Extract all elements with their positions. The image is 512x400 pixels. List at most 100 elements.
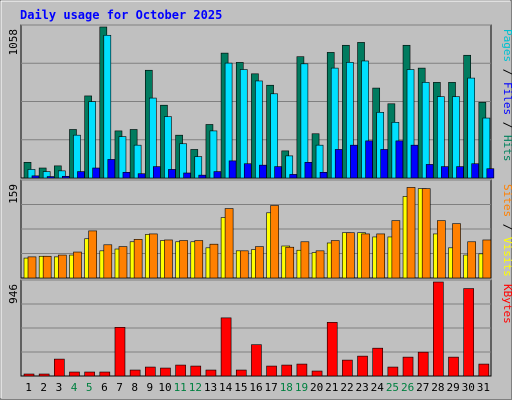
bar-pages-day-4 (77, 171, 85, 179)
bar-sites-day-18 (285, 246, 295, 279)
bar-pages-day-2 (46, 176, 55, 179)
bar-kbytes-day-2 (38, 373, 50, 377)
x-tick-label-day-10: 10 (158, 381, 171, 394)
bar-files-day-12 (194, 156, 203, 179)
bar-sites-day-25 (391, 220, 401, 279)
bar-sites-day-15 (239, 250, 249, 279)
bar-files-day-14 (224, 62, 233, 179)
bar-pages-day-15 (243, 163, 252, 179)
bar-files-day-31 (482, 117, 491, 179)
bar-kbytes-day-24 (372, 347, 384, 377)
bar-sites-day-13 (209, 243, 219, 279)
bar-pages-day-22 (350, 144, 358, 179)
bar-files-day-5 (88, 101, 96, 179)
bar-kbytes-day-14 (220, 317, 232, 377)
panel-kbytes: 946 KBytes (7, 279, 512, 377)
x-tick-label-day-11: 11 (174, 381, 187, 394)
bar-kbytes-day-25 (387, 366, 399, 377)
bar-sites-day-5 (88, 230, 97, 279)
bar-kbytes-day-19 (296, 363, 308, 377)
x-tick-label-day-9: 9 (147, 381, 154, 394)
bar-sites-day-24 (376, 233, 386, 279)
bar-files-day-18 (285, 155, 294, 179)
bar-sites-day-10 (164, 239, 173, 279)
bar-kbytes-day-18 (281, 364, 293, 377)
label-segment: KBytes (501, 284, 512, 324)
bar-sites-day-2 (42, 255, 52, 279)
panel-series-label: Pages / Files / Hits (501, 29, 512, 162)
x-tick-label-day-5: 5 (86, 381, 93, 394)
label-segment: Sites (501, 184, 512, 217)
label-segment: / (501, 217, 512, 237)
bar-kbytes-day-6 (99, 371, 111, 377)
x-tick-label-day-26: 26 (401, 381, 414, 394)
bar-files-day-2 (42, 171, 51, 179)
bar-pages-day-20 (319, 171, 328, 179)
bar-pages-day-24 (380, 149, 389, 179)
bar-kbytes-day-11 (175, 364, 186, 377)
x-tick-label-day-17: 17 (265, 381, 278, 394)
x-tick-label-day-25: 25 (386, 381, 399, 394)
x-tick-label-day-15: 15 (234, 381, 247, 394)
bar-kbytes-day-7 (114, 327, 126, 377)
bar-kbytes-day-15 (235, 369, 247, 377)
bar-files-day-27 (421, 82, 430, 179)
bar-files-day-9 (148, 97, 157, 179)
bar-sites-day-28 (437, 220, 446, 279)
bar-kbytes-day-1 (23, 373, 35, 377)
panel-series-label: Sites / Visits (501, 184, 512, 277)
bar-pages-day-29 (456, 166, 464, 179)
bar-kbytes-day-16 (251, 344, 262, 377)
bar-pages-day-9 (152, 166, 161, 179)
bar-pages-day-3 (62, 175, 70, 179)
x-tick-label-day-14: 14 (219, 381, 233, 394)
bar-files-day-6 (103, 34, 112, 179)
panel-max-label: 946 (7, 284, 20, 304)
bar-sites-day-12 (194, 240, 204, 279)
bar-sites-day-22 (346, 232, 355, 279)
bar-sites-day-31 (482, 239, 492, 279)
panel-series-label: KBytes (501, 284, 512, 324)
x-tick-label-day-21: 21 (325, 381, 338, 394)
bar-pages-day-17 (274, 166, 282, 179)
bar-sites-day-9 (148, 233, 158, 279)
bar-pages-day-12 (198, 174, 207, 179)
bar-pages-day-25 (395, 140, 404, 179)
bar-sites-day-27 (421, 188, 431, 279)
bar-kbytes-day-28 (433, 281, 444, 377)
label-segment: / (501, 62, 512, 82)
bar-kbytes-day-20 (311, 370, 323, 377)
bar-files-day-11 (179, 143, 187, 179)
panel-sites-visits: 159 Sites / Visits (7, 179, 512, 279)
bar-kbytes-day-4 (69, 371, 80, 377)
x-tick-label-day-28: 28 (431, 381, 444, 394)
x-tick-label-day-27: 27 (416, 381, 429, 394)
bar-files-day-20 (315, 144, 324, 179)
bar-kbytes-day-26 (402, 356, 414, 377)
bar-files-day-28 (437, 96, 445, 179)
panel-pages-files-hits: 1058 Pages / Files / Hits (7, 24, 512, 179)
x-tick-label-day-18: 18 (280, 381, 293, 394)
bar-files-day-10 (164, 116, 172, 179)
x-tick-label-day-2: 2 (40, 381, 47, 394)
bar-files-day-26 (406, 69, 415, 179)
bar-files-day-23 (361, 60, 369, 179)
bar-pages-day-21 (334, 149, 343, 179)
bar-kbytes-day-30 (463, 288, 474, 377)
bar-sites-day-8 (133, 239, 143, 279)
bar-kbytes-day-31 (478, 363, 490, 377)
bar-sites-day-1 (27, 256, 37, 279)
x-tick-label-day-22: 22 (340, 381, 353, 394)
x-tick-label-day-3: 3 (56, 381, 63, 394)
label-segment: Hits (501, 135, 512, 162)
bar-kbytes-day-27 (417, 351, 429, 377)
x-tick-label-day-8: 8 (131, 381, 138, 394)
bar-sites-day-26 (406, 187, 416, 279)
bar-sites-day-4 (73, 251, 82, 279)
bar-pages-day-1 (31, 175, 40, 179)
bar-kbytes-day-22 (342, 359, 353, 377)
bar-sites-day-17 (270, 205, 279, 279)
x-tick-label-day-30: 30 (462, 381, 475, 394)
